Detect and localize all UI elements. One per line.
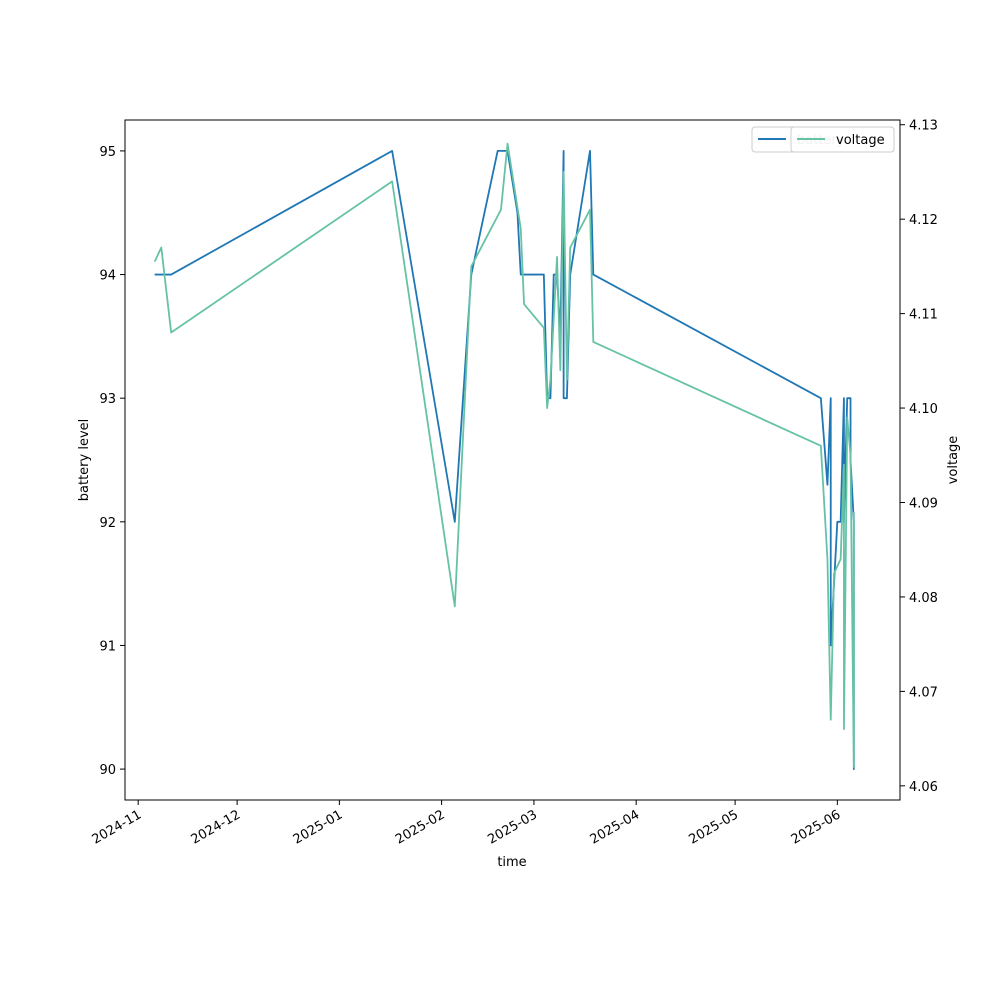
x-tick-label: 2025-05 xyxy=(687,807,742,847)
x-tick-label: 2025-03 xyxy=(485,807,540,847)
x-axis-ticks: 2024-11 2024-12 2025-01 2025-02 2025-03 2025-… xyxy=(90,800,844,848)
series-line-voltage xyxy=(153,142,855,768)
x-tick-label: 2024-11 xyxy=(90,807,145,847)
legend-box-voltage xyxy=(790,126,895,153)
y-tick-label: 90 xyxy=(99,763,116,778)
y-tick-label: 93 xyxy=(99,392,116,407)
x-tick-label: 2025-06 xyxy=(789,807,844,847)
x-tick-label: 2024-12 xyxy=(189,807,244,847)
plot-area-frame xyxy=(124,119,901,801)
y2-tick-label: 4.09 xyxy=(909,497,938,512)
x-axis-title: time xyxy=(497,855,526,870)
legend-label-voltage: voltage xyxy=(836,133,885,148)
y2-tick-label: 4.10 xyxy=(909,402,938,417)
y2-tick-label: 4.06 xyxy=(909,780,938,795)
y2-tick-label: 4.12 xyxy=(909,213,938,228)
y-axis-ticks: 90 91 92 93 94 95 xyxy=(99,145,125,778)
y2-tick-label: 4.08 xyxy=(909,591,938,606)
y-tick-label: 92 xyxy=(99,516,116,531)
legend: battery voltage xyxy=(751,126,895,153)
y2-axis-title: voltage xyxy=(946,436,961,485)
x-tick-label: 2025-01 xyxy=(291,807,346,847)
y2-axis-ticks: 4.06 4.07 4.08 4.09 4.10 4.11 4.12 4.13 xyxy=(900,119,938,795)
y-tick-label: 91 xyxy=(99,639,116,654)
x-tick-label: 2025-02 xyxy=(393,807,448,847)
y2-tick-label: 4.11 xyxy=(909,308,938,323)
y-axis-title: battery level xyxy=(77,419,92,502)
series-lines xyxy=(153,142,855,770)
y2-tick-label: 4.13 xyxy=(909,119,938,134)
y2-tick-label: 4.07 xyxy=(909,685,938,700)
y-tick-label: 95 xyxy=(99,145,116,160)
x-tick-label: 2025-04 xyxy=(588,807,643,847)
series-line-battery xyxy=(154,150,855,770)
y-tick-label: 94 xyxy=(99,269,116,284)
